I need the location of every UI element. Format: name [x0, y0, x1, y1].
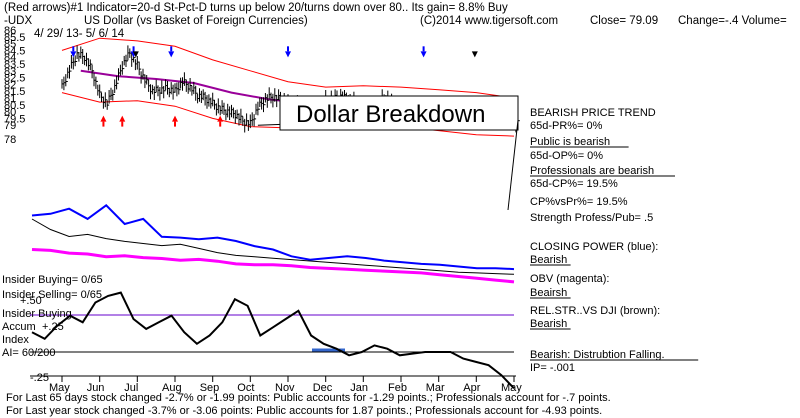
sell-arrow: [420, 51, 427, 58]
y-tick-label: 82: [4, 79, 16, 91]
red-sell-arrow: [132, 51, 139, 58]
y-tick-label: 79: [4, 120, 16, 132]
y-tick-label: 81: [4, 93, 16, 105]
rel-strength-line: [31, 218, 515, 275]
header-date-range: 4/ 29/ 13- 5/ 6/ 14: [34, 28, 125, 40]
right-panel-text: Beairsh: [530, 287, 567, 299]
plus25-label: +.25: [42, 321, 64, 333]
y-tick-label: 85: [4, 39, 16, 51]
x-tick-label: Sep: [200, 382, 220, 394]
x-tick-label: Aug: [162, 382, 182, 394]
y-tick-label: 84: [4, 52, 16, 64]
y-tick-label: 85.5: [4, 32, 25, 44]
right-panel-text: Public is bearish: [530, 136, 610, 148]
x-tick-label: Jan: [350, 382, 368, 394]
y-tick-label: 84.5: [4, 45, 25, 57]
month-x-axis: May Jun Jul Aug Sep Oct Nov Dec Jan Feb Mar Apr May: [30, 375, 522, 394]
y-tick-label: 80.5: [4, 100, 25, 112]
right-panel-text: 65d-OP%= 0%: [530, 150, 603, 162]
right-panel-text: OBV (magenta):: [530, 273, 609, 285]
right-panel-text: REL.STR..VS DJI (brown):: [530, 305, 660, 317]
insider-selling-label: Insider Selling= 0/65: [2, 289, 102, 301]
right-panel-text: BEARISH PRICE TREND: [530, 107, 656, 119]
ai-label: AI= 60/200: [2, 347, 56, 359]
buy-arrow: [119, 115, 126, 122]
red-sell-arrow: [471, 51, 478, 58]
sell-arrow: [168, 51, 175, 58]
plus50-label: +.50: [20, 295, 42, 307]
right-panel-text: CP%vsPr%= 19.5%: [530, 196, 628, 208]
index-label: Index: [2, 334, 29, 346]
x-tick-label: Apr: [463, 382, 480, 394]
right-panel-text: Professionals are bearish: [530, 165, 654, 177]
right-panel-text: 65d-PR%= 0%: [530, 120, 603, 132]
x-tick-label: Feb: [388, 382, 407, 394]
right-panel-text: CLOSING POWER (blue):: [530, 241, 658, 253]
x-tick-label: Jun: [87, 382, 105, 394]
sell-arrow: [285, 51, 291, 58]
header-close: Close= 79.09: [590, 15, 658, 27]
header-symbol: -UDX: [4, 15, 32, 27]
insider-buying-label-2: Insider Buying: [2, 308, 72, 320]
annotation-pointer: [507, 119, 519, 211]
buy-arrow: [217, 115, 224, 122]
x-tick-label: Dec: [313, 382, 333, 394]
closing-power-line: [31, 203, 515, 271]
right-panel-text: Strength Profess/Pub= .5: [530, 212, 653, 224]
right-panel-text: Bearish: [530, 318, 567, 330]
footer-line2: For Last year stock changed -3.7% or -3.…: [6, 405, 602, 417]
footer-line1: For Last 65 days stock changed -2.7% or …: [6, 392, 611, 404]
right-panel-text: 65d-CP%= 19.5%: [530, 178, 618, 190]
lower-panel: [30, 291, 515, 389]
minus25-label: -.25: [30, 372, 49, 384]
sell-arrow: [70, 51, 77, 58]
y-tick-label: 82.5: [4, 73, 25, 85]
right-panel-text: Bearish: Distrubtion Falling.: [530, 349, 665, 361]
accum-index-line: [31, 291, 515, 389]
right-panel-text: IP= -.001: [530, 362, 575, 374]
header-name: US Dollar (vs Basket of Foreign Currenci…: [84, 15, 308, 27]
x-tick-label: Nov: [275, 382, 295, 394]
header-change: Change=-.4 Volume=: [678, 15, 787, 27]
y-tick-label: 83: [4, 66, 16, 78]
x-tick-label: Mar: [426, 382, 445, 394]
y-tick-label: 79.5: [4, 113, 25, 125]
header-line1: (Red arrows)#1 Indicator=20-d St-Pct-D t…: [4, 2, 508, 14]
accum-label: Accum: [2, 321, 36, 333]
annotation-text: Dollar Breakdown: [296, 101, 485, 128]
insider-buying-label: Insider Buying= 0/65: [2, 274, 103, 286]
y-tick-label: 86: [4, 25, 16, 37]
price-y-axis: 8685.58584.58483.58382.58281.58180.58079…: [4, 25, 25, 146]
y-tick-label: 80: [4, 107, 16, 119]
buy-arrow: [172, 115, 178, 122]
buy-arrow: [100, 115, 107, 122]
x-tick-label: Jul: [124, 382, 138, 394]
y-tick-label: 81.5: [4, 86, 25, 98]
header-copyright: (C)2014 www.tigersoft.com: [420, 15, 558, 27]
obv-line: [31, 248, 515, 284]
indicator-lines: [31, 203, 515, 284]
right-panel-text: Bearish: [530, 254, 567, 266]
upper-band-line: [61, 37, 515, 99]
x-tick-label: May: [49, 382, 70, 394]
x-tick-label: Oct: [237, 382, 254, 394]
annotation-box: [279, 95, 519, 131]
y-tick-label: 83.5: [4, 59, 25, 71]
y-tick-label: 78: [4, 134, 16, 146]
x-tick-label: May: [501, 382, 522, 394]
